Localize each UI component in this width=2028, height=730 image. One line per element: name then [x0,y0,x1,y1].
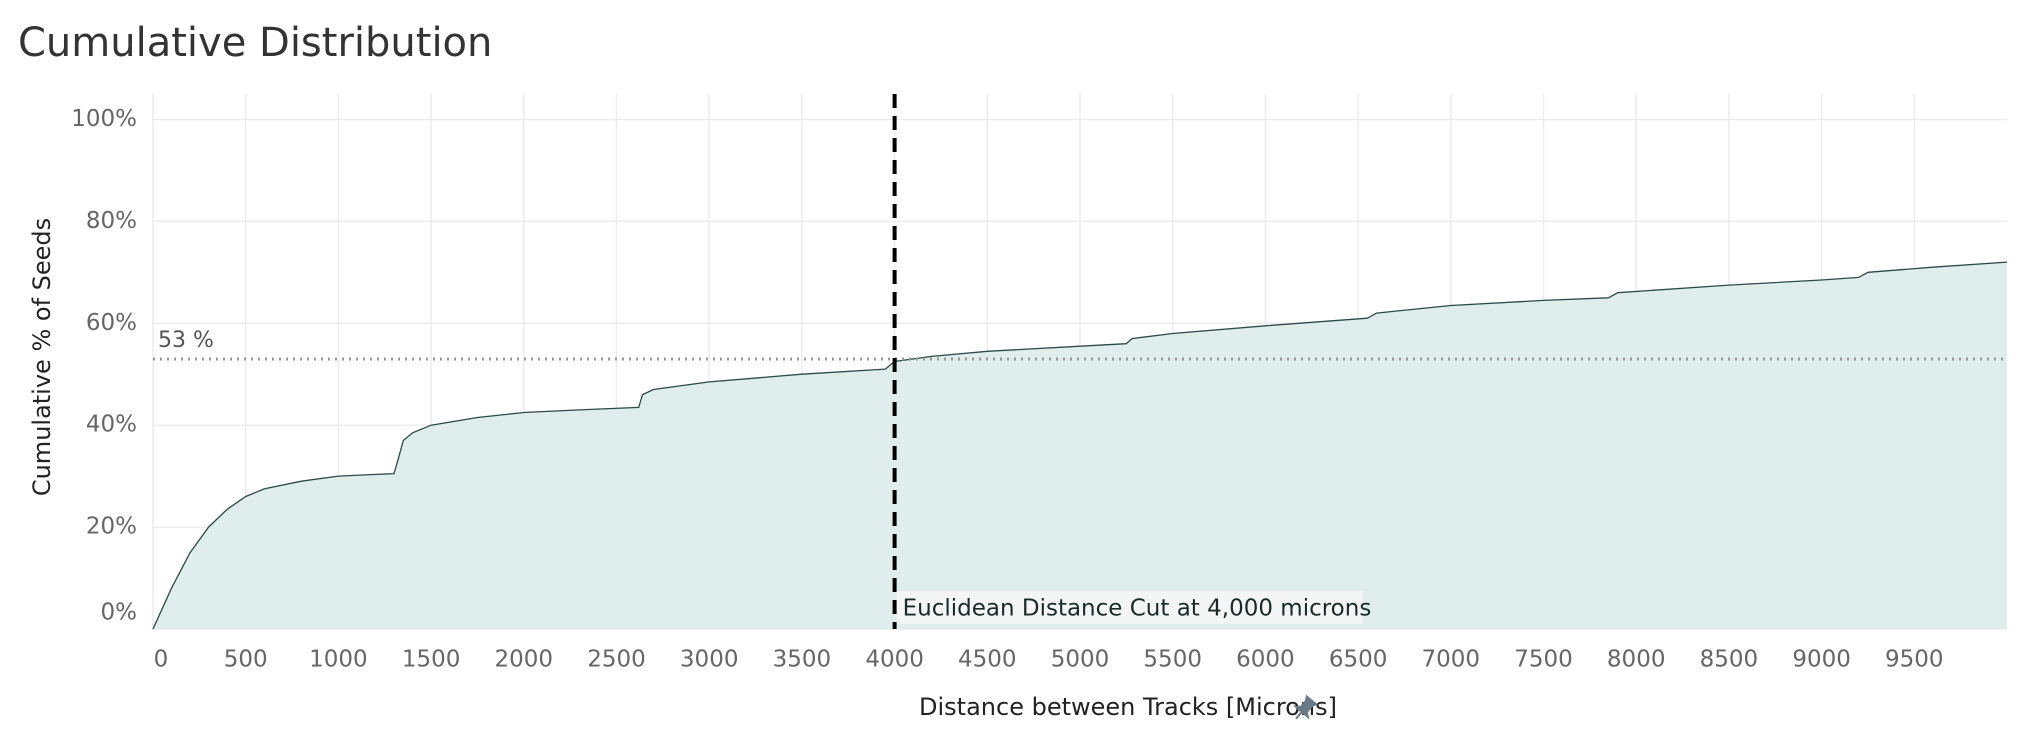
x-tick-label: 5000 [1051,647,1110,673]
y-tick-label: 80% [86,208,137,234]
x-tick-label: 9500 [1885,647,1944,673]
y-tick-label: 20% [86,514,137,540]
pin-icon [1292,694,1318,720]
line [152,261,2008,630]
x-tick-label: 1500 [402,647,461,673]
x-tick-label: 5500 [1143,647,1202,673]
x-tick-label: 2000 [495,647,554,673]
x-tick-label: 500 [224,647,268,673]
x-tick-label: 3500 [773,647,832,673]
x-tick-label: 6500 [1329,647,1388,673]
x-tick-label: 8500 [1700,647,1759,673]
y-tick-label: 100% [71,106,137,132]
annotation-bg [896,591,1363,624]
x-tick-label: 7000 [1422,647,1481,673]
y-tick-label: 40% [86,412,137,438]
y-tick-label: 60% [86,310,137,336]
chart-title: Cumulative Distribution [18,20,492,66]
x-tick-label: 7500 [1514,647,1573,673]
x-tick-label: 1000 [309,647,368,673]
x-tick-label: 0 [154,647,169,673]
cut-label: Euclidean Distance Cut at 4,000 microns [903,596,1372,622]
y-tick-label: 0% [101,600,138,626]
x-axis-title: Distance between Tracks [Microns] [919,693,1337,721]
y-axis-title: Cumulative % of Seeds [28,218,56,496]
x-tick-label: 4000 [865,647,924,673]
x-tick-label: 4500 [958,647,1017,673]
x-tick-label: 2500 [587,647,646,673]
x-tick-label: 9000 [1792,647,1851,673]
x-tick-label: 3000 [680,647,739,673]
x-tick-label: 8000 [1607,647,1666,673]
x-tick-label: 6000 [1236,647,1295,673]
reference-label: 53 % [158,328,214,353]
area [153,262,2007,629]
